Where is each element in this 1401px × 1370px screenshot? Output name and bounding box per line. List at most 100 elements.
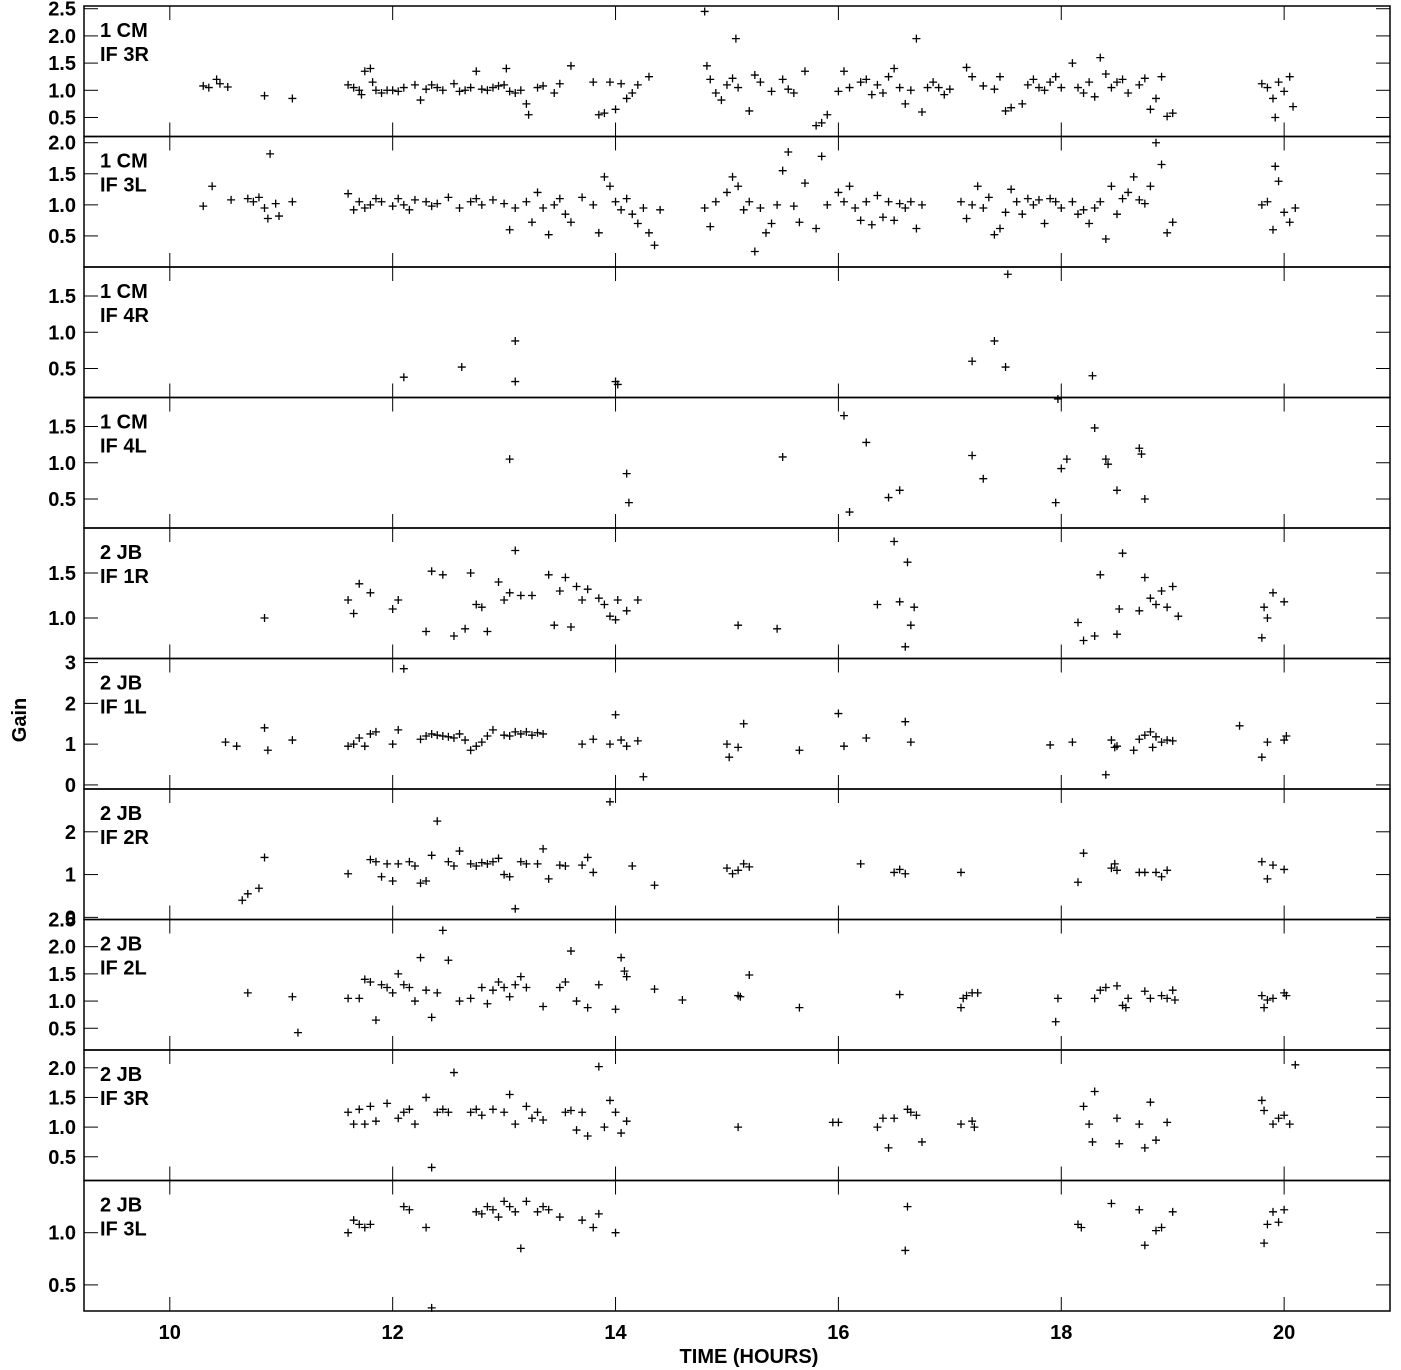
data-point xyxy=(1001,208,1010,217)
data-point xyxy=(1257,1096,1266,1105)
data-point xyxy=(1107,736,1116,745)
data-point xyxy=(1046,740,1055,749)
data-point xyxy=(511,546,520,555)
data-point xyxy=(867,220,876,229)
data-point xyxy=(360,975,369,984)
x-tick-label: 12 xyxy=(382,1322,404,1344)
data-point xyxy=(1140,1143,1149,1152)
data-point xyxy=(1137,450,1146,459)
data-point xyxy=(371,727,380,736)
data-point xyxy=(940,90,949,99)
data-point xyxy=(823,200,832,209)
data-point xyxy=(232,742,241,751)
data-point xyxy=(260,614,269,622)
data-point xyxy=(1151,94,1160,103)
data-point xyxy=(990,230,999,239)
data-point xyxy=(1263,874,1272,883)
data-point xyxy=(1112,486,1121,495)
data-point xyxy=(1096,986,1105,995)
data-point xyxy=(405,205,414,214)
data-point xyxy=(399,980,408,989)
data-point xyxy=(895,486,904,495)
data-point xyxy=(472,194,481,203)
data-point xyxy=(1034,83,1043,92)
data-point xyxy=(1112,981,1121,990)
data-point xyxy=(1151,600,1160,609)
data-point xyxy=(711,197,720,206)
data-point xyxy=(1003,270,1012,279)
data-point xyxy=(221,738,230,747)
data-point xyxy=(750,247,759,256)
data-point xyxy=(1274,1114,1283,1123)
data-point xyxy=(1163,112,1172,121)
data-point xyxy=(544,874,553,883)
data-point xyxy=(293,1028,302,1037)
data-point xyxy=(589,200,598,209)
data-point xyxy=(1285,1120,1294,1129)
data-point xyxy=(934,83,943,92)
data-point xyxy=(1163,994,1172,1003)
data-point xyxy=(856,859,865,868)
data-point xyxy=(1163,866,1172,875)
data-point xyxy=(884,72,893,81)
data-point xyxy=(1140,1241,1149,1250)
data-point xyxy=(1118,194,1127,203)
data-point xyxy=(416,879,425,888)
data-point xyxy=(1257,79,1266,88)
data-point xyxy=(502,64,511,73)
data-point xyxy=(622,94,631,103)
data-point xyxy=(455,997,464,1006)
data-point xyxy=(834,188,843,197)
data-point xyxy=(494,978,503,987)
data-point xyxy=(516,972,525,981)
data-point xyxy=(377,872,386,881)
data-point xyxy=(524,110,533,119)
data-point xyxy=(834,1118,843,1127)
data-point xyxy=(488,195,497,204)
data-point xyxy=(527,1114,536,1123)
data-point xyxy=(968,451,977,460)
data-point xyxy=(472,742,481,751)
data-point xyxy=(371,1016,380,1025)
data-point xyxy=(1263,1220,1272,1229)
data-point xyxy=(578,193,587,202)
panel-label-line1: 1 CM xyxy=(100,151,148,173)
data-point xyxy=(578,596,587,604)
data-point xyxy=(539,1202,548,1211)
data-point xyxy=(199,202,208,211)
x-tick-label: 20 xyxy=(1273,1322,1295,1344)
x-tick-label: 16 xyxy=(827,1322,849,1344)
data-point xyxy=(878,1114,887,1123)
data-point xyxy=(862,734,871,743)
data-point xyxy=(449,734,458,743)
x-tick-label: 10 xyxy=(159,1322,181,1344)
data-point xyxy=(611,1228,620,1237)
panel-label-line2: IF 3L xyxy=(100,175,147,197)
data-point xyxy=(500,80,509,89)
data-point xyxy=(243,889,252,898)
data-point xyxy=(1140,731,1149,740)
data-point xyxy=(388,740,397,749)
data-point xyxy=(1073,83,1082,92)
y-tick-label: 1.0 xyxy=(48,1223,76,1245)
panel-label-line2: IF 1L xyxy=(100,697,147,719)
data-point xyxy=(472,67,481,76)
data-point xyxy=(516,729,525,738)
data-point xyxy=(260,853,269,862)
data-point xyxy=(1007,185,1016,194)
data-point xyxy=(366,855,375,864)
data-point xyxy=(1053,394,1062,403)
data-point xyxy=(1110,859,1119,868)
data-point xyxy=(1151,732,1160,741)
data-point xyxy=(455,87,464,96)
data-point xyxy=(383,1099,392,1108)
data-point xyxy=(1085,219,1094,228)
y-tick-label: 0.5 xyxy=(48,107,76,129)
data-point xyxy=(427,1163,436,1172)
data-point xyxy=(399,83,408,92)
